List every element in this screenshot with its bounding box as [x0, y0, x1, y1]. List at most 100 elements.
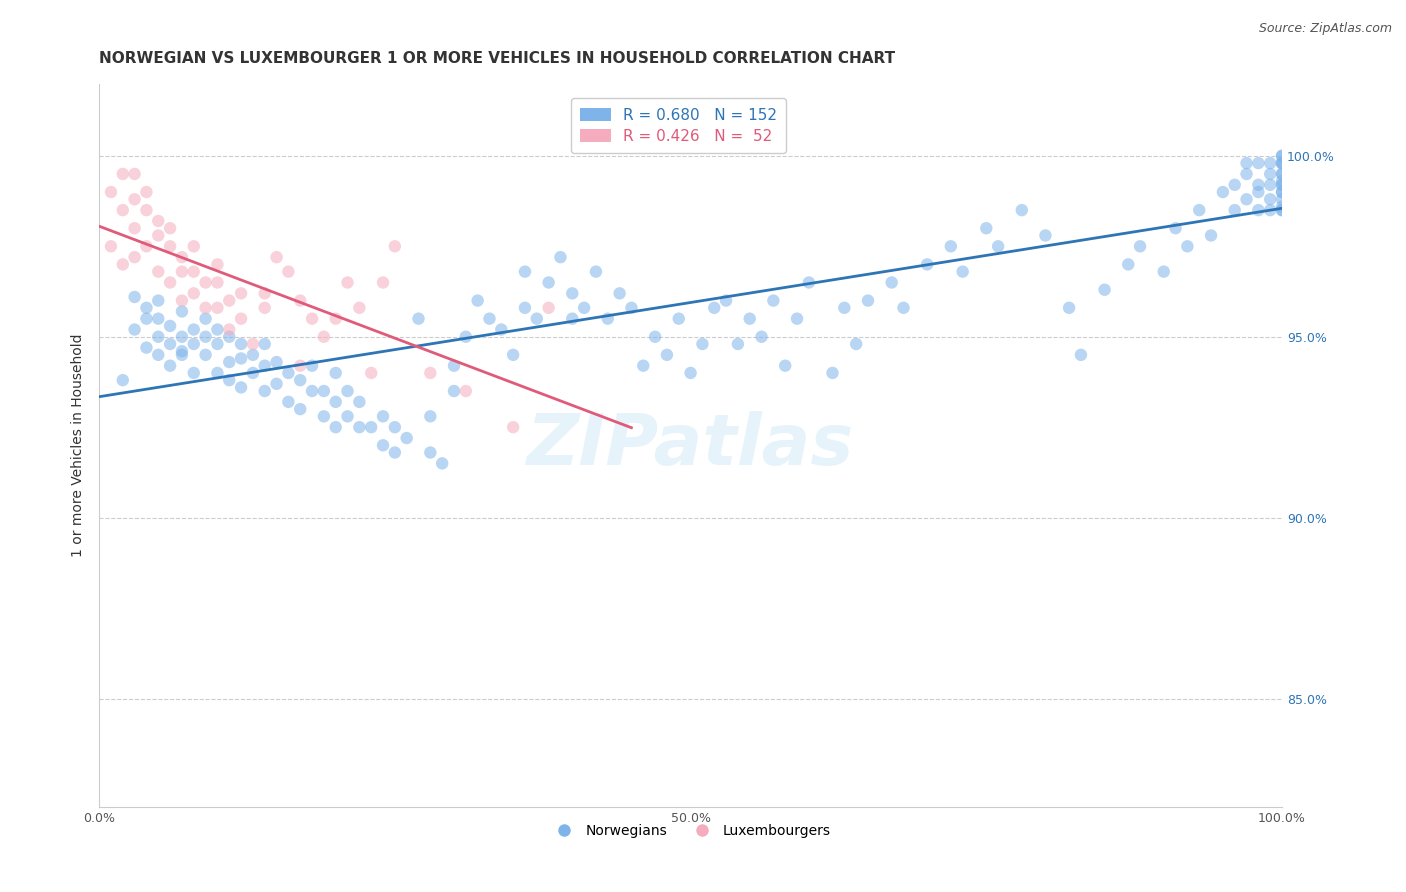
Point	[797, 276, 820, 290]
Point	[207, 257, 229, 271]
Point	[395, 431, 418, 445]
Point	[170, 330, 193, 344]
Point	[714, 293, 737, 308]
Text: ZIPatlas: ZIPatlas	[527, 411, 855, 480]
Point	[419, 409, 441, 424]
Point	[124, 221, 146, 235]
Point	[1271, 203, 1294, 218]
Point	[408, 311, 430, 326]
Point	[183, 337, 205, 351]
Legend: Norwegians, Luxembourgers: Norwegians, Luxembourgers	[546, 819, 837, 844]
Point	[159, 337, 181, 351]
Point	[526, 311, 548, 326]
Point	[1177, 239, 1199, 253]
Point	[135, 301, 157, 315]
Point	[135, 185, 157, 199]
Point	[111, 373, 134, 387]
Point	[537, 276, 560, 290]
Point	[301, 311, 323, 326]
Point	[194, 311, 217, 326]
Point	[1271, 149, 1294, 163]
Point	[111, 257, 134, 271]
Point	[290, 359, 312, 373]
Point	[194, 330, 217, 344]
Point	[572, 301, 595, 315]
Point	[266, 355, 288, 369]
Point	[596, 311, 619, 326]
Point	[183, 265, 205, 279]
Point	[786, 311, 808, 326]
Point	[325, 366, 347, 380]
Point	[384, 239, 406, 253]
Point	[856, 293, 879, 308]
Point	[218, 355, 240, 369]
Point	[371, 409, 394, 424]
Point	[124, 250, 146, 264]
Point	[170, 348, 193, 362]
Point	[1271, 174, 1294, 188]
Point	[218, 293, 240, 308]
Point	[312, 409, 335, 424]
Point	[561, 311, 583, 326]
Point	[419, 366, 441, 380]
Point	[371, 438, 394, 452]
Point	[1258, 167, 1281, 181]
Point	[1057, 301, 1080, 315]
Point	[349, 395, 371, 409]
Point	[183, 239, 205, 253]
Point	[1271, 178, 1294, 192]
Point	[1271, 185, 1294, 199]
Point	[336, 276, 359, 290]
Point	[135, 341, 157, 355]
Point	[454, 384, 477, 398]
Point	[277, 395, 299, 409]
Point	[692, 337, 714, 351]
Point	[242, 337, 264, 351]
Point	[633, 359, 655, 373]
Y-axis label: 1 or more Vehicles in Household: 1 or more Vehicles in Household	[72, 334, 86, 557]
Point	[609, 286, 631, 301]
Point	[290, 293, 312, 308]
Point	[491, 322, 513, 336]
Point	[1258, 156, 1281, 170]
Point	[325, 311, 347, 326]
Point	[218, 373, 240, 387]
Point	[312, 330, 335, 344]
Point	[229, 380, 252, 394]
Point	[360, 366, 382, 380]
Point	[253, 286, 276, 301]
Point	[1258, 178, 1281, 192]
Point	[111, 203, 134, 218]
Point	[1271, 192, 1294, 206]
Point	[183, 366, 205, 380]
Point	[1271, 200, 1294, 214]
Point	[1199, 228, 1222, 243]
Point	[1271, 178, 1294, 192]
Point	[620, 301, 643, 315]
Point	[738, 311, 761, 326]
Point	[384, 445, 406, 459]
Point	[148, 293, 170, 308]
Point	[170, 250, 193, 264]
Point	[1247, 185, 1270, 199]
Point	[987, 239, 1010, 253]
Point	[148, 348, 170, 362]
Point	[277, 366, 299, 380]
Point	[1188, 203, 1211, 218]
Text: NORWEGIAN VS LUXEMBOURGER 1 OR MORE VEHICLES IN HOUSEHOLD CORRELATION CHART: NORWEGIAN VS LUXEMBOURGER 1 OR MORE VEHI…	[100, 51, 896, 66]
Point	[349, 420, 371, 434]
Point	[939, 239, 962, 253]
Point	[207, 366, 229, 380]
Point	[371, 276, 394, 290]
Point	[183, 322, 205, 336]
Point	[502, 348, 524, 362]
Point	[893, 301, 915, 315]
Point	[111, 167, 134, 181]
Point	[502, 420, 524, 434]
Point	[218, 322, 240, 336]
Point	[668, 311, 690, 326]
Point	[253, 384, 276, 398]
Point	[170, 293, 193, 308]
Point	[1236, 192, 1258, 206]
Point	[124, 290, 146, 304]
